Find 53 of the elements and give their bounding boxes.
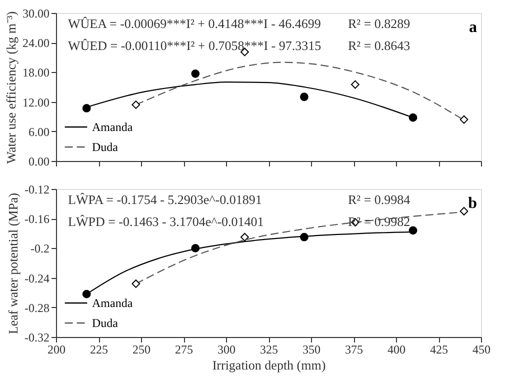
y-tick-label: -0.12 <box>24 182 50 196</box>
point <box>240 232 249 242</box>
point <box>82 290 91 298</box>
x-axis-title: Irrigation depth (mm) <box>212 358 326 372</box>
point <box>460 206 468 216</box>
point <box>82 104 91 112</box>
y-tick-label: 6.00 <box>28 124 50 139</box>
annotation: b <box>468 195 478 212</box>
annotation: LŴPA = -0.1754 - 5.2903e^-0.01891 <box>68 192 262 207</box>
point <box>460 115 468 124</box>
y-tick-label: 12.00 <box>22 95 50 110</box>
y-tick-label: -0.2 <box>30 242 50 256</box>
y-tick-label: 18.00 <box>22 66 50 80</box>
point <box>132 280 140 288</box>
annotation: R² = 0.9984 <box>348 192 411 207</box>
x-tick-label: 325 <box>260 342 278 356</box>
y-axis-title: Leaf water potential (MPa) <box>6 192 21 334</box>
point <box>132 100 140 109</box>
annotation: WÛEA = -0.00069***I² + 0.4148***I - 46.4699 <box>68 16 321 31</box>
y-tick-label: -0.16 <box>24 212 50 226</box>
annotation: R² = 0.8643 <box>348 38 410 53</box>
legend-label: Duda <box>92 316 119 330</box>
x-tick-label: 225 <box>90 342 108 356</box>
y-tick-label: 0.00 <box>28 154 50 168</box>
annotation: LŴPD = -0.1463 - 3.1704e^-0.01401 <box>68 214 264 229</box>
point <box>408 113 418 122</box>
x-tick-label: 350 <box>302 342 320 356</box>
point <box>191 69 200 78</box>
point <box>300 232 308 242</box>
x-tick-label: 375 <box>345 342 363 356</box>
legend-label: Amanda <box>92 120 134 134</box>
point <box>350 80 360 89</box>
legend-label: Amanda <box>92 296 134 310</box>
y-tick-label: -0.24 <box>24 271 50 286</box>
legend-label: Duda <box>92 140 119 154</box>
y-axis-title: Water use efficiency (kg m⁻³) <box>4 11 18 164</box>
annotation: WÛED = -0.00110***I² + 0.7058***I - 97.3315 <box>68 38 322 53</box>
point <box>408 226 418 235</box>
x-tick-label: 300 <box>218 342 236 356</box>
x-tick-label: 275 <box>175 342 193 356</box>
annotation: a <box>469 19 477 36</box>
y-tick-label: 24.00 <box>22 36 50 50</box>
point <box>300 92 308 102</box>
y-tick-label: -0.28 <box>24 300 50 315</box>
x-tick-label: 400 <box>388 342 406 356</box>
x-tick-label: 250 <box>132 342 150 356</box>
point <box>191 244 200 252</box>
x-tick-label: 200 <box>48 342 66 356</box>
y-tick-label: -0.32 <box>24 330 50 344</box>
x-tick-label: 425 <box>430 342 448 356</box>
x-tick-label: 450 <box>472 342 490 356</box>
annotation: R² = 0.8289 <box>348 16 410 31</box>
y-tick-label: 30.00 <box>22 6 50 20</box>
